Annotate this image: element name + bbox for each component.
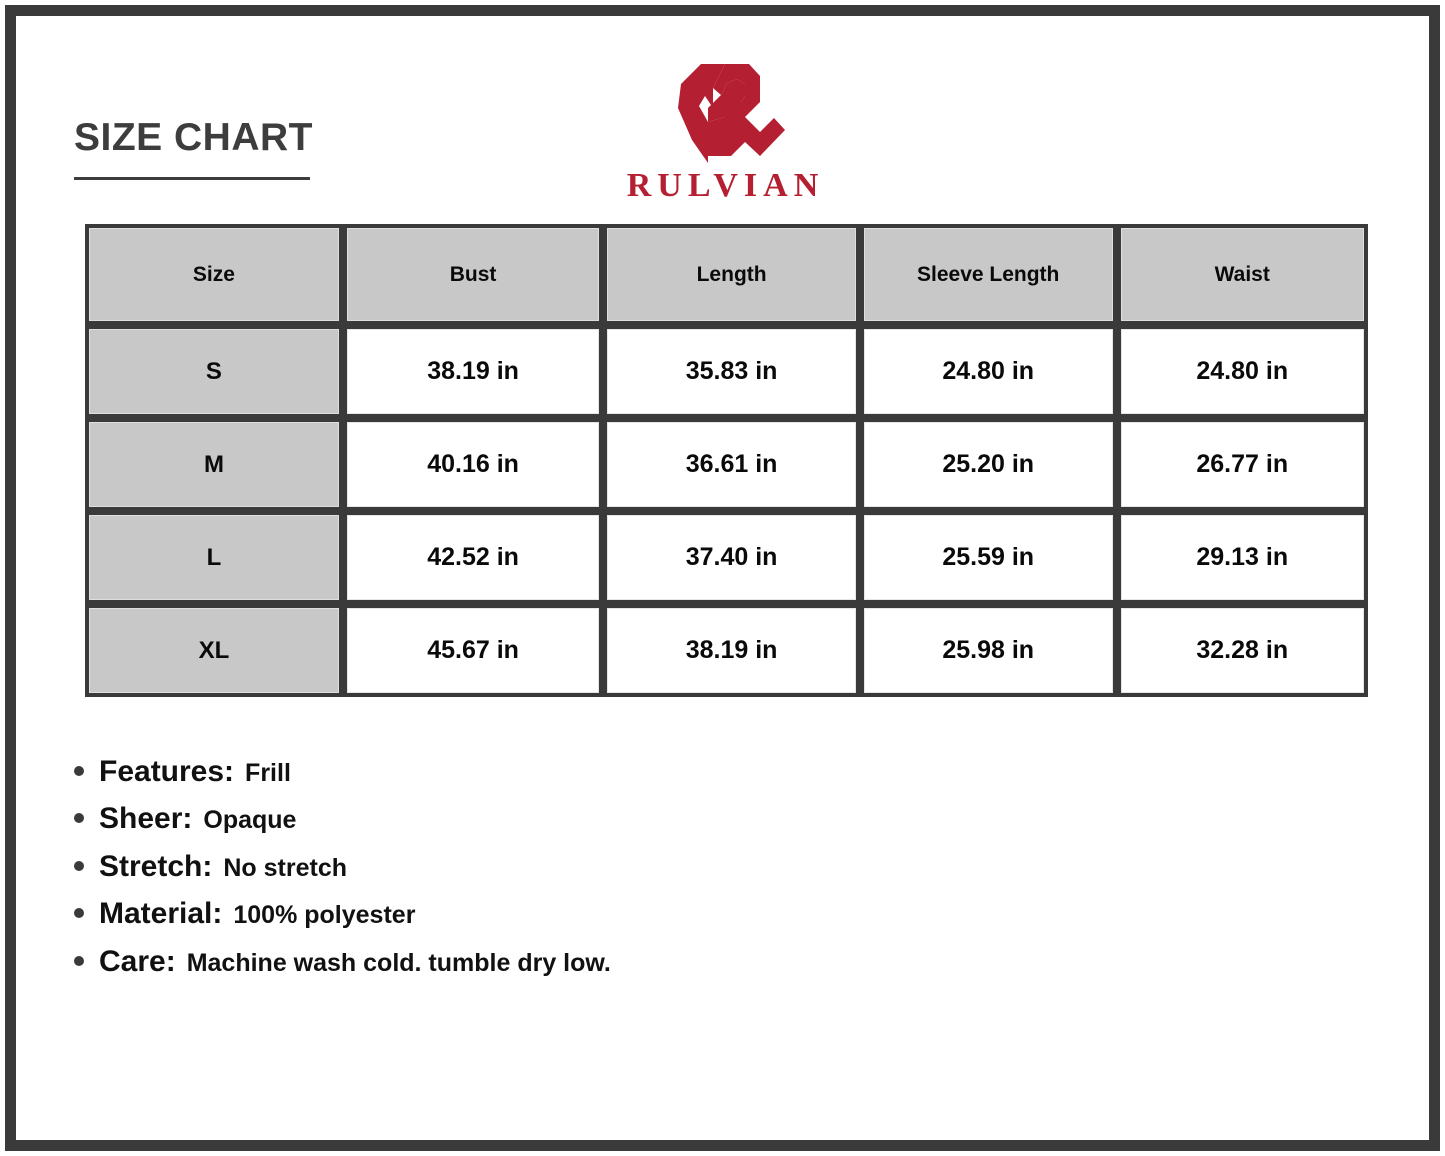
bullet-icon — [74, 766, 84, 776]
page-title: SIZE CHART — [74, 116, 313, 159]
cell-length: 37.40 in — [603, 511, 860, 604]
page-border-frame: SIZE CHART — [5, 5, 1440, 1151]
cell-length: 38.19 in — [603, 604, 860, 697]
detail-value-sheer: Opaque — [203, 806, 297, 835]
cell-sleeve-length: 25.59 in — [859, 511, 1117, 604]
column-header-size: Size — [85, 224, 343, 325]
size-table: Size Bust Length Sleeve Length Waist S 3… — [85, 224, 1368, 697]
cell-waist: 29.13 in — [1116, 511, 1368, 604]
brand-logo: RULVIAN — [16, 62, 1429, 203]
title-block: SIZE CHART — [74, 118, 313, 180]
column-header-bust: Bust — [342, 224, 604, 325]
page-content: SIZE CHART — [16, 16, 1429, 1140]
bullet-icon — [74, 908, 84, 919]
list-item: Sheer: Opaque — [74, 800, 1274, 838]
cell-bust: 40.16 in — [342, 418, 604, 511]
list-item: Care: Machine wash cold. tumble dry low. — [74, 943, 1274, 981]
brand-wordmark: RULVIAN — [626, 167, 825, 204]
list-item: Material: 100% polyester — [74, 895, 1274, 933]
header: SIZE CHART — [16, 16, 1429, 211]
table-row: XL 45.67 in 38.19 in 25.98 in 32.28 in — [85, 604, 1368, 697]
table-header-row: Size Bust Length Sleeve Length Waist — [85, 224, 1368, 325]
detail-list: Features: Frill Sheer: Opaque Stretch: N… — [74, 753, 1274, 981]
cell-bust: 42.52 in — [342, 511, 604, 604]
cell-sleeve-length: 24.80 in — [859, 325, 1117, 418]
size-table-container: Size Bust Length Sleeve Length Waist S 3… — [85, 224, 1368, 697]
table-row: L 42.52 in 37.40 in 25.59 in 29.13 in — [85, 511, 1368, 604]
cell-sleeve-length: 25.20 in — [859, 418, 1117, 511]
cell-bust: 38.19 in — [342, 325, 604, 418]
detail-label-stretch: Stretch: — [99, 849, 213, 883]
detail-value-stretch: No stretch — [223, 853, 347, 882]
detail-label-sheer: Sheer: — [99, 802, 193, 836]
list-item: Features: Frill — [74, 753, 1274, 791]
cell-size: M — [85, 418, 343, 511]
cell-waist: 24.80 in — [1116, 325, 1368, 418]
bullet-icon — [74, 955, 84, 966]
column-header-sleeve-length: Sleeve Length — [859, 224, 1117, 325]
cell-size: L — [85, 511, 343, 604]
cell-size: S — [85, 325, 343, 418]
product-details: Features: Frill Sheer: Opaque Stretch: N… — [74, 753, 1274, 990]
cell-sleeve-length: 25.98 in — [859, 604, 1117, 697]
bullet-icon — [74, 860, 84, 871]
bullet-icon — [74, 813, 84, 824]
detail-label-care: Care: — [99, 944, 176, 978]
table-row: M 40.16 in 36.61 in 25.20 in 26.77 in — [85, 418, 1368, 511]
cell-length: 36.61 in — [603, 418, 860, 511]
list-item: Stretch: No stretch — [74, 848, 1274, 886]
detail-value-care: Machine wash cold. tumble dry low. — [186, 948, 611, 977]
rulvian-r-logo-icon — [677, 64, 785, 163]
detail-label-material: Material: — [99, 897, 223, 931]
title-underline-divider — [74, 177, 310, 180]
column-header-waist: Waist — [1116, 224, 1368, 325]
cell-bust: 45.67 in — [342, 604, 604, 697]
cell-waist: 26.77 in — [1116, 418, 1368, 511]
column-header-length: Length — [603, 224, 860, 325]
table-row: S 38.19 in 35.83 in 24.80 in 24.80 in — [85, 325, 1368, 418]
cell-waist: 32.28 in — [1116, 604, 1368, 697]
cell-length: 35.83 in — [603, 325, 860, 418]
cell-size: XL — [85, 604, 343, 697]
detail-value-material: 100% polyester — [233, 901, 416, 930]
detail-label-features: Features: — [99, 755, 235, 788]
detail-value-features: Frill — [245, 759, 291, 787]
